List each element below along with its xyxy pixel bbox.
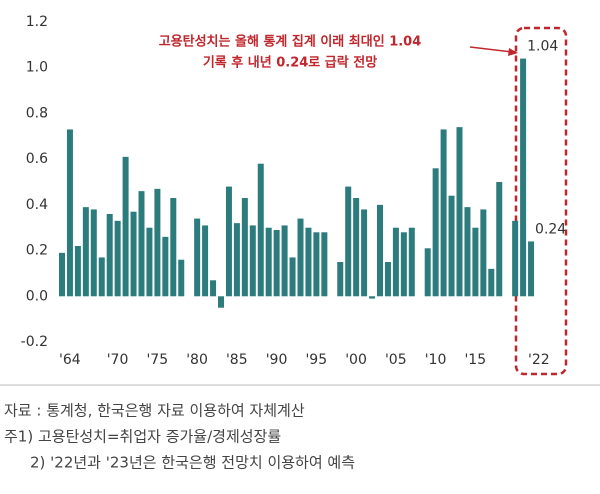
- bar: [313, 232, 320, 297]
- bar: [114, 220, 121, 297]
- bar: [241, 198, 248, 297]
- bar: [353, 198, 360, 297]
- x-tick-label: '22: [528, 352, 550, 368]
- annotation: 기록 후 내년 0.24로 급락 전망: [203, 55, 377, 71]
- bar: [297, 218, 304, 297]
- y-tick-label: 1.2: [26, 14, 48, 30]
- x-tick-label: '80: [186, 352, 208, 368]
- bar: [512, 220, 519, 297]
- bar: [337, 262, 344, 297]
- bar: [440, 129, 447, 297]
- bar: [273, 230, 280, 297]
- bar: [225, 186, 232, 297]
- x-tick-label: '70: [107, 352, 129, 368]
- bar: [233, 223, 240, 297]
- bar: [361, 209, 368, 297]
- bar: [432, 168, 439, 297]
- bar: [106, 214, 113, 297]
- x-tick-label: '64: [59, 352, 81, 368]
- bar: [528, 241, 535, 297]
- bar: [408, 227, 415, 297]
- bar: [265, 227, 272, 297]
- bar: [59, 252, 65, 297]
- bar: [178, 259, 185, 297]
- bar: [321, 232, 328, 297]
- bar: [66, 129, 73, 297]
- bar: [90, 209, 97, 297]
- bar: [289, 257, 296, 297]
- x-tick-label: '10: [425, 352, 447, 368]
- x-tick-label: '05: [385, 352, 407, 368]
- bar: [488, 268, 495, 297]
- x-tick-label: '85: [226, 352, 248, 368]
- bar: [122, 156, 129, 297]
- y-tick-label: 0.0: [26, 288, 48, 304]
- bar: [162, 236, 169, 297]
- annotation: 고용탄성치는 올해 통계 집계 이래 최대인 1.04: [159, 34, 422, 50]
- bar: [480, 209, 487, 297]
- value-label: 0.24: [535, 221, 566, 237]
- bar: [377, 204, 383, 297]
- y-tick-label: -0.2: [21, 334, 48, 350]
- bar: [345, 186, 352, 297]
- y-tick-label: 0.6: [26, 151, 48, 167]
- bar: [98, 257, 105, 297]
- x-tick-label: '00: [345, 352, 367, 368]
- bar: [384, 262, 391, 297]
- note: 주1) 고용탄성치=취업자 증가율/경제성장률: [4, 428, 281, 446]
- bar: [257, 163, 264, 297]
- bar: [146, 227, 153, 297]
- bar: [138, 191, 145, 297]
- arrow: [469, 46, 513, 53]
- bar: [400, 232, 407, 297]
- bar: [369, 296, 376, 299]
- x-tick-label: '15: [464, 352, 486, 368]
- highlight-box: [514, 26, 568, 376]
- bar: [472, 227, 479, 297]
- bar: [82, 207, 89, 297]
- y-tick-label: 0.8: [26, 105, 48, 121]
- bar: [154, 188, 161, 297]
- value-label: 1.04: [527, 39, 558, 55]
- bar: [520, 58, 527, 297]
- note: 자료 : 통계청, 한국은행 자료 이용하여 자체계산: [4, 402, 305, 420]
- bar: [194, 218, 201, 297]
- y-tick-label: 0.2: [26, 243, 48, 259]
- x-tick-label: '75: [146, 352, 168, 368]
- arrow-head: [508, 48, 518, 56]
- y-tick-label: 1.0: [26, 60, 48, 76]
- bar: [249, 225, 256, 297]
- bar: [456, 127, 463, 297]
- bar: [464, 207, 471, 297]
- bar: [218, 296, 224, 308]
- x-tick-label: '90: [266, 352, 288, 368]
- bar: [281, 225, 288, 297]
- x-tick-label: '95: [305, 352, 327, 368]
- y-tick-label: 0.4: [26, 197, 48, 213]
- bar: [74, 246, 81, 297]
- bar: [130, 211, 137, 297]
- bar: [210, 280, 217, 297]
- bar: [170, 198, 177, 297]
- bar: [392, 227, 399, 297]
- bar: [496, 182, 503, 297]
- bar: [424, 248, 431, 297]
- bar: [202, 225, 209, 297]
- bar: [305, 227, 312, 297]
- note: 2) '22년과 '23년은 한국은행 전망치 이용하여 예측: [30, 454, 355, 472]
- bar: [448, 195, 455, 297]
